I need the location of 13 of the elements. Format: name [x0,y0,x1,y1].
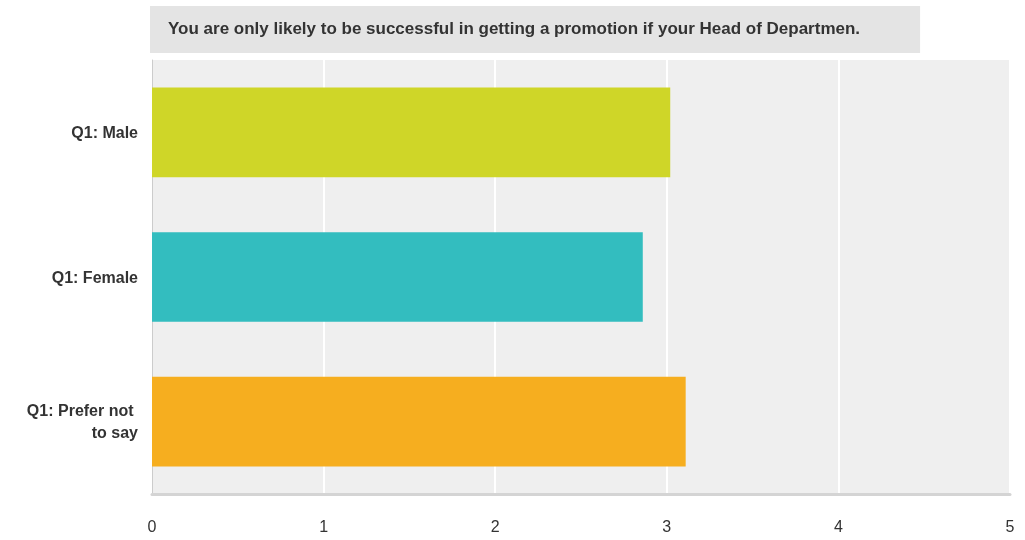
y-tick-label: Q1: Female [51,268,139,286]
y-tick-label: Q1: Prefer not to say [26,402,139,442]
x-tick-label: 4 [833,517,843,535]
bar [152,87,671,178]
x-tick-label: 3 [662,517,672,535]
x-tick-label: 5 [1005,517,1015,535]
bar [152,376,686,467]
chart-title: You are only likely to be successful in getting a promotion if your Head of Departmen. [168,19,861,38]
y-tick-label: Q1: Male [71,123,139,141]
x-tick-label: 0 [147,517,157,535]
bar [152,232,643,322]
x-tick-label: 2 [490,517,500,535]
x-tick-label: 1 [319,517,329,535]
